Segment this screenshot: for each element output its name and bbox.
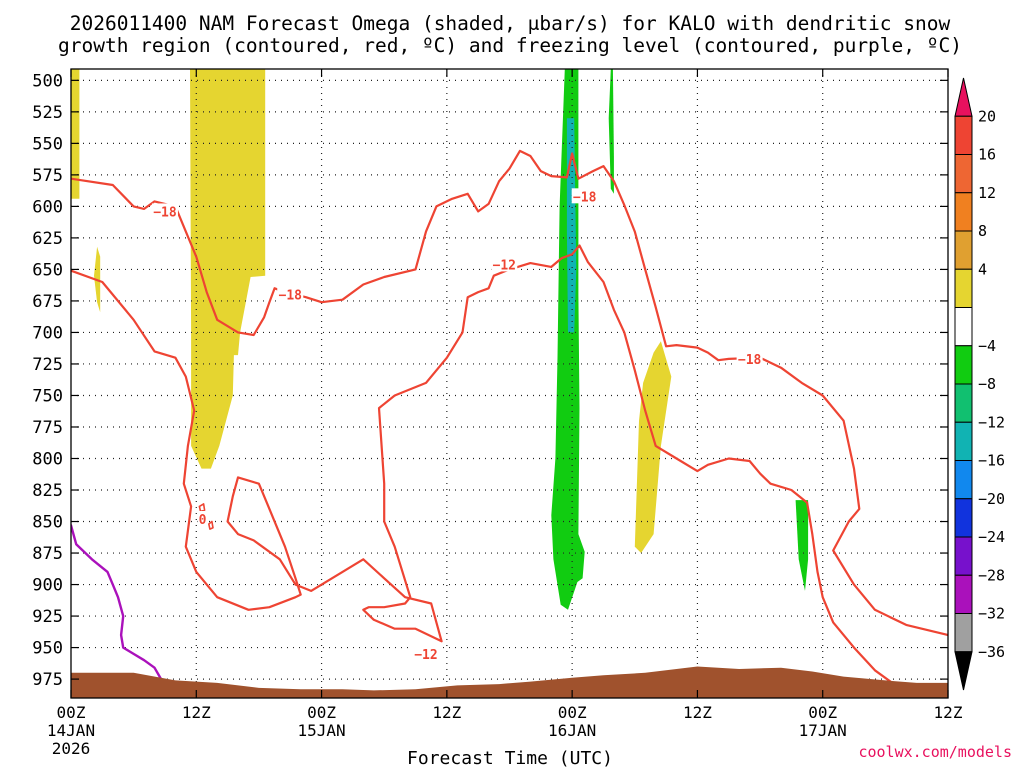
y-tick-label: 600	[32, 197, 63, 217]
contour-label: −18	[573, 190, 597, 205]
dendritic-growth-contour	[71, 244, 897, 687]
omega-shade-region	[634, 341, 672, 553]
contour-label-bg	[491, 256, 518, 272]
y-tick-label: 675	[32, 292, 63, 312]
y-tick-label: 750	[32, 386, 63, 406]
x-tick-label: 00Z	[307, 703, 336, 722]
contour-label-bg	[571, 188, 598, 204]
y-tick-label: 975	[32, 670, 63, 690]
contour-label-bg	[197, 511, 208, 527]
colorbar-bin	[954, 115, 973, 155]
plot-area: −18 −18 −12 −18 −18 −12 0 500 525 550 575 600 625 650…	[32, 68, 963, 758]
x-axis-label: Forecast Time (UTC)	[407, 748, 613, 768]
x-tick-date: 17JAN	[799, 721, 847, 740]
contour-label: −18	[153, 205, 177, 220]
y-tick-label: 925	[32, 607, 63, 627]
omega-shade-region	[795, 500, 809, 591]
colorbar-bin	[954, 498, 973, 538]
freezing-level-contour	[71, 524, 164, 682]
contour-label: −18	[738, 353, 762, 368]
colorbar: 20 16 12 8 4 −4 −8 −12 −16 −20 −24 −28 −32 −36	[954, 77, 1005, 691]
x-tick-year: 2026	[52, 739, 91, 758]
contour-label: −12	[493, 258, 516, 273]
colorbar-bin	[954, 307, 973, 347]
y-tick-label: 800	[32, 450, 63, 470]
x-tick-date: 15JAN	[297, 721, 345, 740]
colorbar-label: −16	[978, 452, 1005, 470]
colorbar-label: −36	[978, 643, 1005, 661]
colorbar-end-triangle	[954, 77, 973, 117]
omega-shade-region	[608, 69, 614, 194]
y-tick-label: 625	[32, 229, 63, 249]
colorbar-bin	[954, 230, 973, 270]
dendritic-growth-contour	[208, 520, 214, 530]
colorbar-bin	[954, 613, 973, 653]
dendritic-growth-contour	[198, 503, 206, 513]
colorbar-label: −32	[978, 605, 1005, 623]
colorbar-end-triangle	[954, 651, 973, 691]
contour-label-bg	[151, 203, 178, 219]
colorbar-label: −4	[978, 337, 996, 355]
colorbar-bin	[954, 345, 973, 385]
omega-shade-region	[71, 69, 80, 199]
x-tick-label: 00Z	[558, 703, 587, 722]
y-tick-label: 875	[32, 544, 63, 564]
colorbar-label: −20	[978, 490, 1005, 508]
x-tick-label: 12Z	[182, 703, 211, 722]
x-tick-date: 16JAN	[548, 721, 596, 740]
y-tick-label: 900	[32, 576, 63, 596]
plot-inner: −18 −18 −12 −18 −18 −12 0	[71, 69, 948, 698]
y-tick-label: 725	[32, 355, 63, 375]
colorbar-bin	[954, 383, 973, 423]
contour-label-bg	[412, 645, 439, 661]
x-tick-label: 12Z	[683, 703, 712, 722]
contour-label-bg	[736, 350, 763, 366]
terrain-surface	[71, 666, 948, 698]
colorbar-label: −28	[978, 566, 1005, 584]
y-tick-label: 525	[32, 103, 63, 123]
contour-label: −18	[279, 289, 303, 304]
colorbar-bin	[954, 154, 973, 194]
contour-label: 0	[199, 513, 207, 528]
y-tick-label: 850	[32, 513, 63, 533]
y-tick-label: 575	[32, 166, 63, 186]
chart-title-line2: growth region (contoured, red, ºC) and f…	[58, 34, 962, 57]
x-tick-label: 12Z	[432, 703, 461, 722]
colorbar-label: −8	[978, 375, 996, 393]
dendritic-growth-contour	[71, 149, 948, 637]
colorbar-label: 16	[978, 146, 996, 164]
colorbar-label: −24	[978, 528, 1005, 546]
plot-frame	[70, 68, 949, 699]
omega-shade-region	[551, 69, 585, 610]
y-tick-label: 775	[32, 418, 63, 438]
x-tick-label: 12Z	[934, 703, 963, 722]
y-tick-label: 825	[32, 481, 63, 501]
x-tick-label: 00Z	[808, 703, 837, 722]
x-tick-label: 00Z	[57, 703, 86, 722]
colorbar-bin	[954, 192, 973, 232]
y-tick-label: 550	[32, 134, 63, 154]
y-tick-label: 700	[32, 323, 63, 343]
y-tick-label: 500	[32, 71, 63, 91]
contour-label-bg	[277, 286, 304, 302]
y-tick-label: 950	[32, 639, 63, 659]
colorbar-bin	[954, 536, 973, 576]
colorbar-label: 4	[978, 260, 987, 278]
colorbar-label: 20	[978, 107, 996, 125]
credit-text[interactable]: coolwx.com/models	[858, 743, 1012, 761]
colorbar-bin	[954, 421, 973, 461]
x-tick-date: 14JAN	[47, 721, 95, 740]
colorbar-label: 8	[978, 222, 987, 240]
colorbar-bin	[954, 268, 973, 308]
contour-label: −12	[414, 648, 437, 663]
colorbar-label: −12	[978, 413, 1005, 431]
colorbar-bin	[954, 460, 973, 500]
colorbar-label: 12	[978, 184, 996, 202]
colorbar-bin	[954, 574, 973, 614]
y-tick-label: 650	[32, 260, 63, 280]
omega-shade-region	[190, 69, 266, 469]
chart-title-line1: 2026011400 NAM Forecast Omega (shaded, μ…	[70, 12, 951, 35]
